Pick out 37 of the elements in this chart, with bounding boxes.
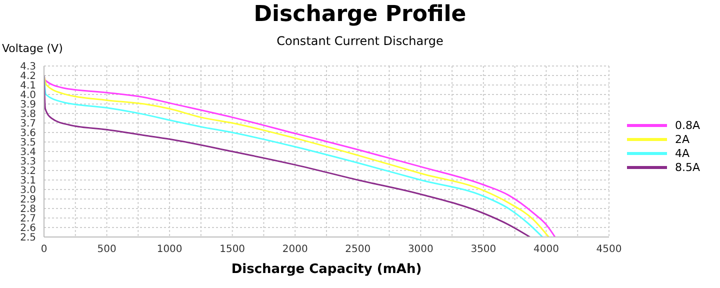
y-tick-label: 3.8	[20, 109, 36, 120]
y-tick-label: 3.6	[20, 128, 36, 140]
chart-title: Discharge Profile	[252, 2, 468, 27]
y-tick-label: 4.1	[20, 80, 36, 92]
x-tick-label: 2000	[282, 244, 308, 256]
y-tick-label: 2.9	[20, 194, 36, 206]
y-tick-label: 2.6	[20, 223, 36, 234]
y-tick-label: 4.3	[20, 62, 36, 73]
x-tick-label: 1000	[156, 244, 182, 256]
x-tick-label: 3500	[470, 244, 496, 256]
y-tick-label: 4.2	[20, 71, 36, 82]
chart-subtitle: Constant Current Discharge	[276, 34, 444, 48]
y-tick-label: 2.7	[20, 214, 36, 225]
y-tick-label: 3.4	[20, 147, 36, 158]
x-tick-label: 500	[97, 244, 116, 256]
x-tick-label: 4000	[533, 244, 559, 256]
x-axis-title: Discharge Capacity (mAh)	[230, 262, 423, 277]
x-tick-label: 0	[40, 244, 48, 256]
y-axis-title: Voltage (V)	[2, 42, 63, 55]
x-tick-label: 2500	[345, 244, 371, 256]
y-tick-label: 2.5	[20, 232, 36, 244]
y-tick-label: 3.3	[20, 156, 36, 168]
y-tick-label: 3.5	[20, 138, 36, 149]
x-tick-label: 4500	[596, 244, 622, 256]
x-tick-label: 1500	[220, 244, 246, 256]
y-tick-label: 2.8	[20, 204, 36, 216]
x-tick-label: 3000	[408, 244, 434, 256]
legend-label: 0.8A	[674, 118, 700, 132]
y-tick-label: 3.7	[20, 118, 36, 130]
y-tick-label: 3.2	[20, 166, 36, 178]
y-tick-label: 3.9	[20, 100, 36, 111]
legend-label: 8.5A	[674, 160, 700, 174]
y-tick-label: 3.0	[20, 185, 36, 196]
legend-label: 2A	[674, 132, 690, 146]
legend-label: 4A	[674, 146, 690, 160]
y-tick-label: 4.0	[20, 90, 36, 102]
y-tick-label: 3.1	[20, 176, 36, 187]
